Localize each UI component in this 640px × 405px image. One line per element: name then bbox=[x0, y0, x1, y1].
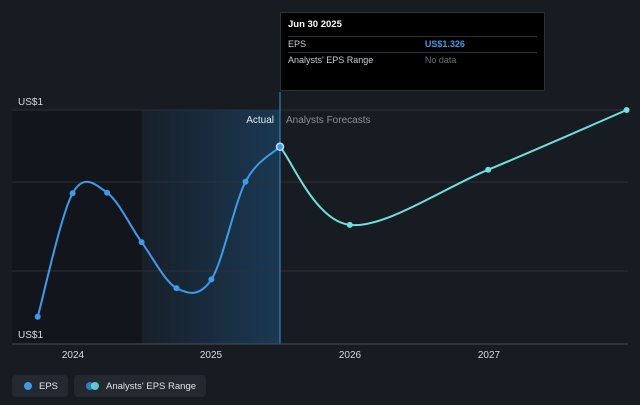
tooltip-eps-value: US$1.326 bbox=[424, 39, 465, 49]
forecast-point[interactable] bbox=[623, 107, 630, 113]
actual-point[interactable] bbox=[208, 276, 215, 283]
legend-eps-dot-icon bbox=[24, 382, 32, 390]
legend-item-eps[interactable]: EPS bbox=[12, 375, 69, 397]
legend-range-label: Analysts' EPS Range bbox=[106, 380, 197, 392]
series-layer bbox=[34, 107, 630, 320]
tooltip-range-label: Analysts' EPS Range bbox=[288, 55, 374, 65]
actual-region-label: Actual bbox=[246, 115, 274, 126]
actual-point[interactable] bbox=[242, 178, 249, 185]
legend-item-eps-range[interactable]: Analysts' EPS Range bbox=[74, 375, 207, 397]
tooltip-range-value: No data bbox=[424, 55, 457, 65]
y-axis-label-top: US$1 bbox=[18, 97, 43, 108]
highlight-band bbox=[142, 110, 280, 344]
forecast-point[interactable] bbox=[485, 166, 492, 173]
forecast-line bbox=[279, 109, 628, 227]
actual-point[interactable] bbox=[34, 313, 41, 320]
legend: EPS Analysts' EPS Range bbox=[12, 375, 207, 397]
past-band bbox=[12, 110, 142, 344]
tooltip-eps-label: EPS bbox=[288, 39, 307, 49]
actual-point[interactable] bbox=[275, 142, 285, 152]
tooltip: Jun 30 2025 EPS US$1.326 Analysts' EPS R… bbox=[280, 12, 545, 91]
x-tick-2026: 2026 bbox=[339, 350, 362, 361]
tooltip-date: Jun 30 2025 bbox=[288, 19, 342, 30]
x-tick-2027: 2027 bbox=[478, 350, 501, 361]
actual-point[interactable] bbox=[104, 189, 111, 196]
x-tick-2025: 2025 bbox=[200, 350, 223, 361]
y-axis-label-bottom: US$1 bbox=[18, 330, 43, 341]
actual-point[interactable] bbox=[69, 190, 76, 197]
x-tick-2024: 2024 bbox=[62, 350, 85, 361]
actual-point[interactable] bbox=[173, 285, 180, 292]
tooltip-row-eps: EPS US$1.326 bbox=[288, 36, 537, 52]
forecast-region-label: Analysts Forecasts bbox=[286, 115, 370, 126]
forecast-point[interactable] bbox=[346, 221, 353, 228]
grid bbox=[12, 109, 628, 272]
legend-range-dot-icon bbox=[86, 382, 100, 390]
actual-point[interactable] bbox=[138, 239, 145, 246]
tooltip-row-range: Analysts' EPS Range No data bbox=[288, 52, 537, 68]
legend-eps-label: EPS bbox=[39, 380, 59, 392]
